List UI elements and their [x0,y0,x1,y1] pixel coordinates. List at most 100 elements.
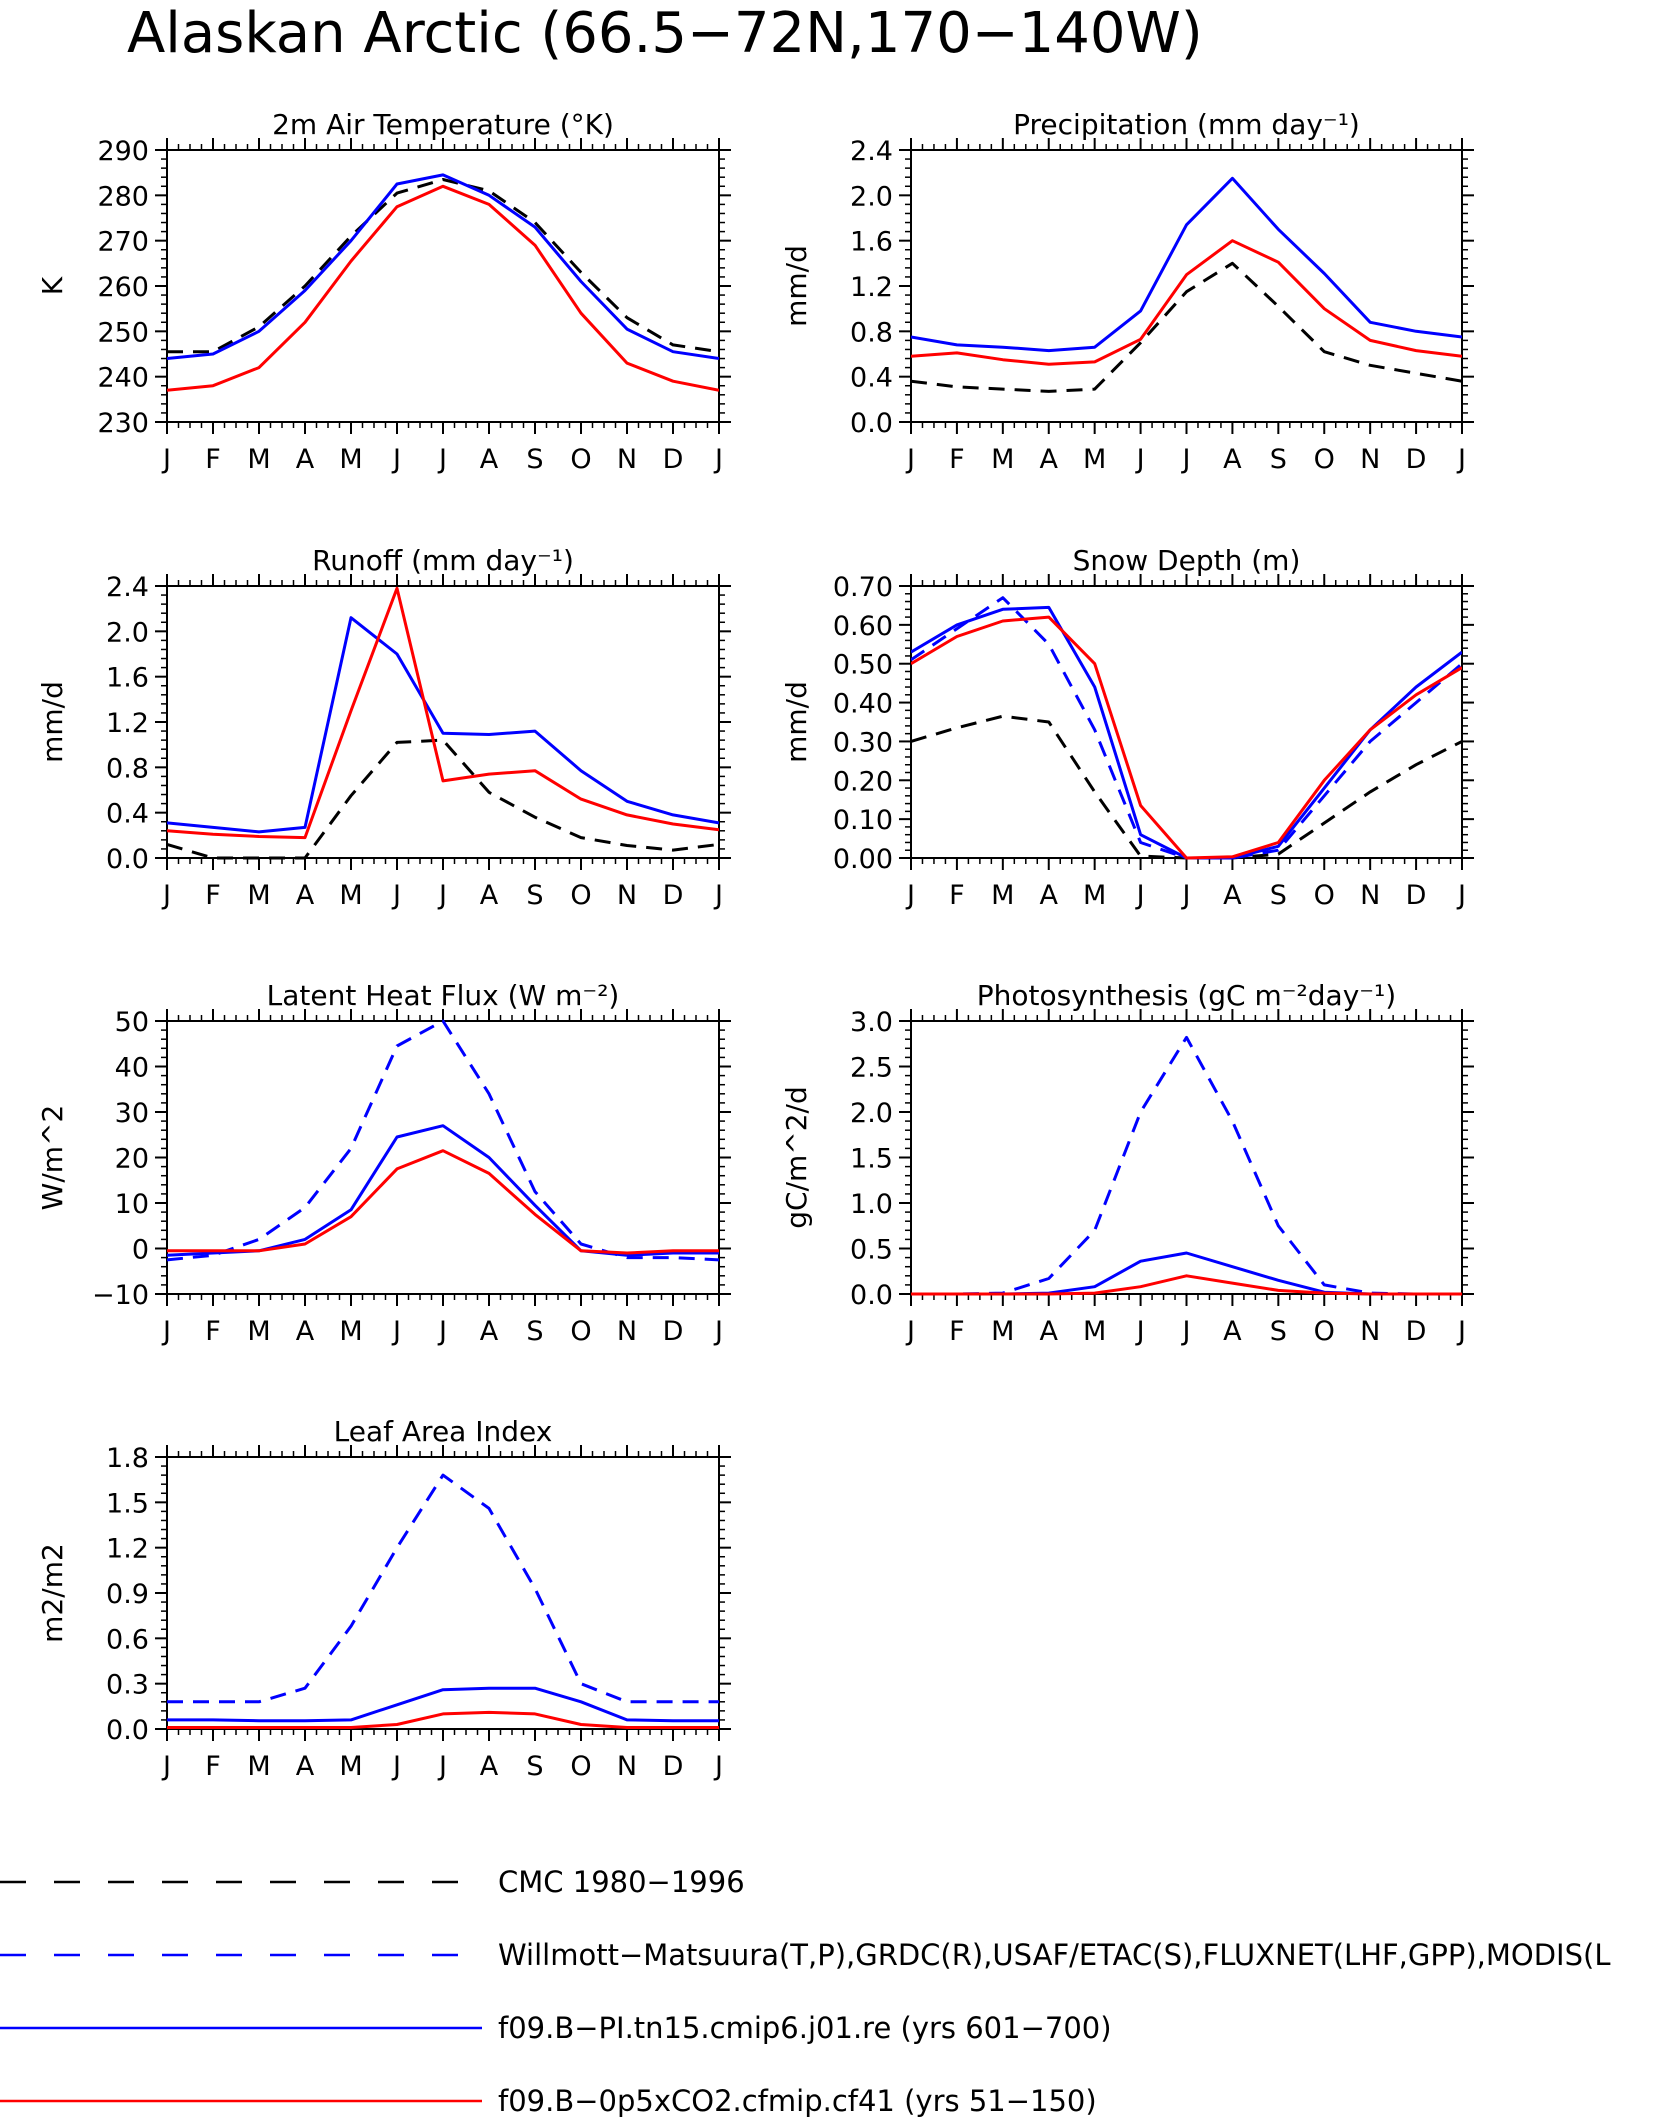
y-tick-label: 1.2 [106,708,149,739]
y-tick-label: 1.2 [850,272,893,303]
x-tick-label: D [1406,1316,1427,1347]
chart-panel-4: J F M A M J J A S O N D J0.000.100.200.300.400.500.6… [780,544,1474,911]
x-tick-label: J [391,1751,401,1782]
x-tick-label: J [713,880,723,911]
series-line-2 [167,1124,719,1257]
series-line-1 [911,1035,1462,1296]
series-line-4 [911,615,1462,860]
x-tick-label: J [905,880,915,911]
x-tick-label: F [949,1316,965,1347]
x-tick-label: A [1223,1316,1242,1347]
x-tick-label: M [339,1751,362,1782]
panel-title: Runoff (mm day⁻¹) [312,544,574,577]
x-tick-label: M [247,444,270,475]
y-axis-label: W/m^2 [36,1105,69,1211]
x-tick-label: F [949,444,965,475]
x-tick-label: J [713,1316,723,1347]
x-tick-label: J [1135,444,1145,475]
y-tick-label: 2.4 [106,572,149,603]
y-tick-label: 0.70 [833,572,893,603]
y-tick-label: 1.8 [106,1443,149,1474]
x-tick-label: M [247,1316,270,1347]
y-tick-label: 30 [115,1098,149,1129]
y-tick-label: 0.20 [833,766,893,797]
figure-title: Alaskan Arctic (66.5−72N,170−140W) [127,1,1203,66]
y-tick-label: 3.0 [850,1007,893,1038]
series-line-1 [911,714,1462,860]
y-tick-label: 0.4 [850,363,893,394]
y-tick-label: 260 [97,272,149,303]
y-axis-label: mm/d [36,681,69,763]
x-tick-label: O [570,880,591,911]
x-tick-label: A [1040,1316,1059,1347]
y-tick-label: 0.0 [850,408,893,439]
legend-label-2: Willmott−Matsuura(T,P),GRDC(R),USAF/ETAC… [498,1938,1611,1972]
panel-title: Snow Depth (m) [1073,544,1301,577]
panel-title: Photosynthesis (gC m⁻²day⁻¹) [977,979,1396,1012]
x-tick-label: D [663,1316,684,1347]
plot-frame [166,149,720,423]
x-tick-label: D [663,880,684,911]
y-tick-label: 0.3 [106,1670,149,1701]
x-tick-label: J [905,1316,915,1347]
series-line-1 [167,1473,719,1704]
y-tick-label: 0.6 [106,1624,149,1655]
y-tick-label: 0.0 [850,1280,893,1311]
legend-label-4: f09.B−0p5xCO2.cfmip.cf41 (yrs 51−150) [498,2084,1097,2118]
x-tick-label: D [663,444,684,475]
legend-label-1: CMC 1980−1996 [498,1865,745,1899]
series-line-2 [911,176,1462,353]
y-tick-label: 230 [97,408,149,439]
x-tick-label: O [1314,444,1335,475]
x-tick-label: J [713,444,723,475]
y-tick-label: 280 [97,181,149,212]
series-line-2 [167,1686,719,1723]
y-tick-label: 0.8 [850,317,893,348]
x-tick-label: M [1083,1316,1106,1347]
y-tick-label: 2.4 [850,136,893,167]
panel-title: Latent Heat Flux (W m⁻²) [267,979,620,1012]
y-tick-label: 270 [97,227,149,258]
x-tick-label: M [339,880,362,911]
y-tick-label: 0.30 [833,727,893,758]
x-tick-label: A [1223,880,1242,911]
x-tick-label: M [991,880,1014,911]
series-line-1 [911,261,1462,393]
y-tick-label: 0.0 [106,844,149,875]
series-line-1 [167,1019,719,1262]
y-tick-label: 50 [115,1007,149,1038]
x-tick-label: A [296,1751,315,1782]
x-tick-label: D [1406,880,1427,911]
panel-title: Precipitation (mm day⁻¹) [1013,108,1360,141]
x-tick-label: J [1135,880,1145,911]
y-tick-label: 2.5 [850,1053,893,1084]
series-line-1 [167,178,719,354]
x-tick-label: N [617,880,637,911]
x-tick-label: O [570,1751,591,1782]
x-tick-label: F [205,1316,221,1347]
x-tick-label: S [1270,1316,1287,1347]
x-tick-label: A [1040,444,1059,475]
x-tick-label: N [617,1316,637,1347]
x-tick-label: S [526,880,543,911]
x-tick-label: J [391,880,401,911]
y-tick-label: 0.50 [833,650,893,681]
x-tick-label: F [205,1751,221,1782]
x-tick-label: D [1406,444,1427,475]
chart-panel-6: J F M A M J J A S O N D J0.00.51.01.52.02.53.0Photos… [780,979,1474,1347]
x-tick-label: M [247,880,270,911]
x-tick-label: O [1314,880,1335,911]
x-tick-label: F [949,880,965,911]
x-tick-label: A [480,1751,499,1782]
y-tick-label: 1.2 [106,1534,149,1565]
y-axis-label: mm/d [780,681,813,763]
y-tick-label: 0.4 [106,799,149,830]
y-tick-label: 0.00 [833,844,893,875]
x-tick-label: N [1360,444,1380,475]
x-tick-label: S [1270,444,1287,475]
series-line-2 [911,596,1462,860]
y-tick-label: 1.5 [106,1488,149,1519]
